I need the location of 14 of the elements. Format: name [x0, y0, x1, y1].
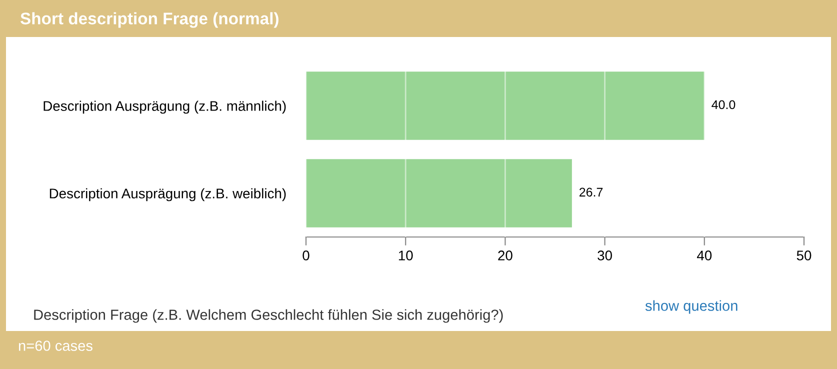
x-tick-label: 20 [498, 250, 512, 260]
text: show question [645, 300, 738, 314]
x-tick-label: 50 [796, 250, 812, 260]
x-tick-label: 10 [398, 250, 413, 260]
text: Short description Frage (normal) [20, 12, 278, 28]
x-tick-label: 0 [302, 250, 310, 260]
y-tick-label: Description Ausprägung (z.B. weiblich) [50, 188, 286, 202]
y-tick-label: Description Ausprägung (z.B. männlich) [44, 100, 286, 114]
text: Description Frage (z.B. Welchem Geschlecht fühlen Sie sich zugehörig?) [34, 309, 503, 323]
data-label: 26.7 [580, 188, 603, 197]
text: n=60 cases [18, 340, 92, 351]
data-label: 40.0 [712, 100, 736, 110]
x-tick-label: 40 [696, 250, 712, 260]
x-tick-label: 30 [598, 250, 612, 260]
